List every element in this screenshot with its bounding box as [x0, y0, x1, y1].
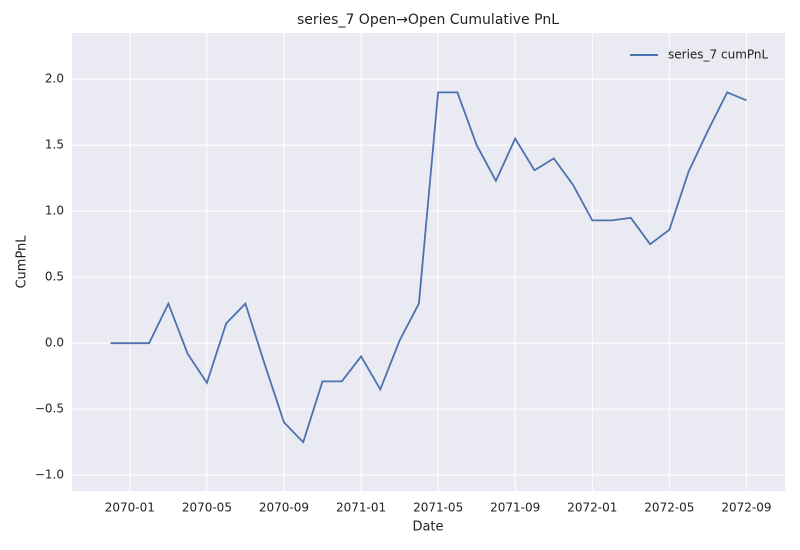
- x-tick-label: 2070-05: [182, 501, 232, 515]
- chart-title: series_7 Open→Open Cumulative PnL: [297, 12, 559, 28]
- x-tick-label: 2071-09: [490, 501, 540, 515]
- plot-area: [72, 33, 785, 491]
- x-tick-label: 2070-01: [105, 501, 155, 515]
- x-axis-label: Date: [412, 520, 443, 535]
- x-tick-label: 2072-05: [644, 501, 694, 515]
- y-tick-label: 1.5: [45, 138, 64, 152]
- y-tick-label: 1.0: [45, 204, 64, 218]
- x-tick-label: 2071-05: [413, 501, 463, 515]
- x-tick-label: 2071-01: [336, 501, 386, 515]
- y-tick-label: 0.0: [45, 336, 64, 350]
- x-tick-label: 2070-09: [259, 501, 309, 515]
- y-tick-label: −0.5: [35, 402, 64, 416]
- y-axis-label: CumPnL: [15, 235, 30, 289]
- line: [110, 91, 747, 444]
- legend-label: series_7 cumPnL: [668, 48, 769, 62]
- x-tick-label: 2072-09: [721, 501, 771, 515]
- x-tick-label: 2072-01: [567, 501, 617, 515]
- y-tick-label: 0.5: [45, 270, 64, 284]
- y-tick-label: −1.0: [35, 468, 64, 482]
- y-tick-label: 2.0: [45, 72, 64, 86]
